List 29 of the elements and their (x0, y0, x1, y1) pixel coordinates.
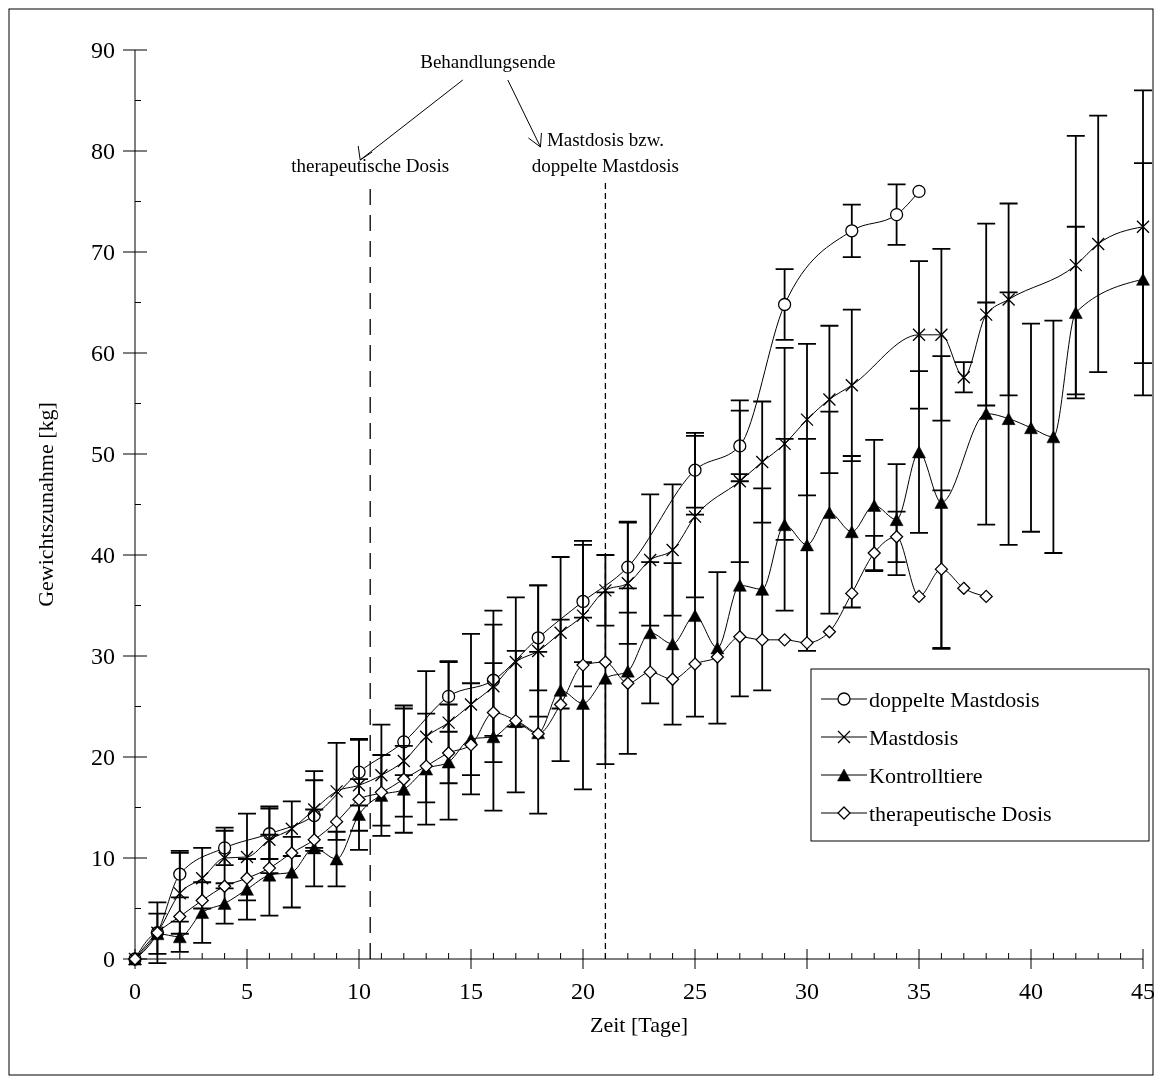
legend-label: Mastdosis (869, 725, 959, 750)
y-tick-label: 20 (91, 744, 115, 770)
x-tick-label: 0 (129, 978, 141, 1004)
y-tick-label: 0 (103, 946, 115, 972)
y-tick-label: 90 (91, 37, 115, 63)
y-tick-label: 40 (91, 542, 115, 568)
y-axis-title: Gewichtszunahme [kg] (33, 402, 58, 607)
y-tick-label: 60 (91, 340, 115, 366)
x-tick-label: 10 (347, 978, 371, 1004)
y-tick-label: 30 (91, 643, 115, 669)
x-tick-label: 45 (1131, 978, 1155, 1004)
y-tick-label: 80 (91, 138, 115, 164)
y-tick-label: 10 (91, 845, 115, 871)
x-axis-title: Zeit [Tage] (589, 1012, 689, 1037)
x-tick-label: 15 (459, 978, 483, 1004)
x-tick-label: 35 (907, 978, 931, 1004)
y-tick-label: 70 (91, 239, 115, 265)
x-tick-label: 20 (571, 978, 595, 1004)
x-tick-label: 5 (241, 978, 253, 1004)
ref-line-label: therapeutische Dosis (291, 155, 450, 176)
legend-label: doppelte Mastdosis (869, 687, 1040, 712)
x-tick-label: 25 (683, 978, 707, 1004)
annotation: Behandlungsende (420, 51, 556, 72)
legend-label: Kontrolltiere (869, 763, 983, 788)
ref-line-label: Mastdosis bzw. doppelte Mastdosis (531, 129, 680, 176)
x-tick-label: 40 (1019, 978, 1043, 1004)
legend-label: therapeutische Dosis (869, 801, 1052, 826)
y-tick-label: 50 (91, 441, 115, 467)
x-tick-label: 30 (795, 978, 819, 1004)
